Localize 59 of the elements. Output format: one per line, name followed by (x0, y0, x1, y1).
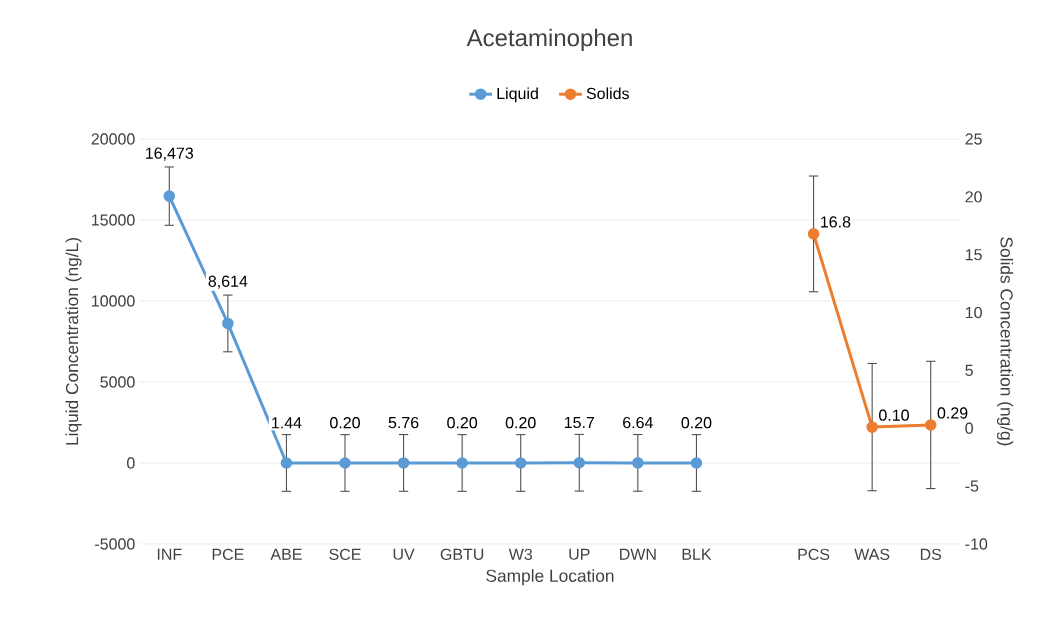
y2-tick-label: 25 (965, 133, 982, 145)
point (573, 456, 586, 469)
data-label: 0.20 (330, 417, 360, 429)
x-tick-label: WAS (854, 548, 890, 561)
x-tick-label: GBTU (440, 548, 484, 561)
x-tick-label: DWN (620, 548, 656, 560)
x-tick-label: UV (393, 548, 415, 560)
x-tick-label: UP (569, 548, 590, 560)
data-label: 6.64 (623, 416, 653, 429)
y-tick-label: 10000 (92, 295, 135, 307)
x-tick-label: DS (920, 548, 942, 561)
y-tick-label: 15000 (92, 214, 135, 226)
point (163, 190, 176, 202)
data-label: 0.10 (879, 409, 909, 421)
y2-tick-label: -5 (965, 480, 979, 492)
y-axis-title: Liquid Concentration (ng/L) (65, 238, 82, 445)
y2-tick-label: 15 (965, 249, 982, 261)
x-tick-label: SCE (329, 548, 361, 561)
y-tick-label: 5000 (100, 376, 135, 388)
point (397, 457, 410, 469)
x-tick-label: PCE (212, 548, 244, 561)
y-tick-label: 0 (127, 457, 135, 469)
x-tick-label: INF (157, 548, 182, 560)
data-label: 16,473 (146, 147, 194, 161)
x-tick-label: ABE (270, 548, 302, 560)
point (866, 421, 878, 433)
point (807, 228, 820, 240)
data-label: 0.29 (937, 407, 968, 419)
chart-title: Acetaminophen (466, 28, 632, 52)
y2-tick-label: 10 (965, 306, 982, 319)
y2-tick-label: 0 (965, 422, 973, 434)
legend-label: Solids (586, 87, 629, 100)
data-label: 15.7 (564, 416, 595, 429)
point (280, 457, 293, 469)
data-label: 0.20 (681, 417, 712, 429)
x-tick-label: W3 (508, 548, 533, 561)
point (222, 317, 234, 330)
point (339, 457, 351, 469)
point (632, 457, 644, 469)
x-axis-title: Sample Location (486, 569, 614, 586)
x-tick-label: PCS (798, 548, 830, 561)
data-label: 8,614 (208, 275, 248, 289)
legend-label: Liquid (497, 87, 538, 103)
y2-tick-label: -10 (965, 538, 988, 550)
point (514, 457, 527, 469)
x-tick-label: BLK (682, 548, 712, 560)
point (924, 419, 937, 431)
data-label: 5.76 (388, 416, 419, 429)
y-tick-label: -5000 (95, 538, 135, 550)
data-label: 16.8 (821, 216, 851, 228)
y2-axis-title: Solids Concentration (ng/g) (996, 237, 1014, 446)
y-tick-label: 20000 (91, 133, 135, 145)
y2-tick-label: 5 (965, 364, 973, 376)
y2-tick-label: 20 (965, 191, 982, 203)
data-label: 0.20 (505, 417, 536, 429)
point (690, 457, 703, 469)
data-label: 0.20 (447, 417, 478, 429)
data-label: 1.44 (272, 417, 302, 429)
point (456, 457, 468, 469)
